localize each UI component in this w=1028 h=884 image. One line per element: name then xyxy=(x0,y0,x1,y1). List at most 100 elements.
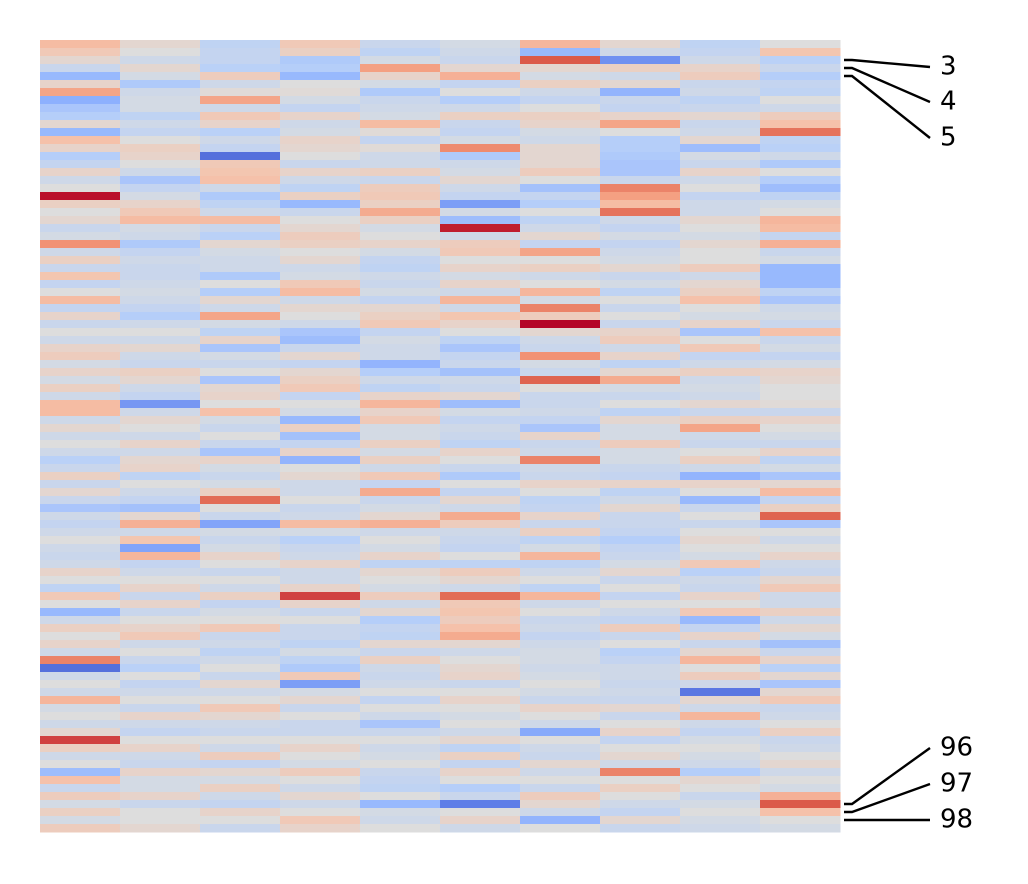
heatmap-cell xyxy=(440,808,521,817)
heatmap-cell xyxy=(520,584,601,593)
heatmap-cell xyxy=(280,168,361,177)
heatmap-cell xyxy=(600,376,681,385)
heatmap-cell xyxy=(200,408,281,417)
heatmap-cell xyxy=(520,376,601,385)
heatmap-cell xyxy=(200,352,281,361)
heatmap-cell xyxy=(600,744,681,753)
heatmap-cell xyxy=(200,720,281,729)
heatmap-cell xyxy=(360,760,441,769)
heatmap-cell xyxy=(440,72,521,81)
heatmap-cell xyxy=(600,256,681,265)
heatmap-cell xyxy=(120,696,201,705)
heatmap-cell xyxy=(40,312,121,321)
heatmap-cell xyxy=(280,640,361,649)
heatmap-cell xyxy=(680,128,761,137)
heatmap-cell xyxy=(440,480,521,489)
heatmap-cell xyxy=(600,312,681,321)
heatmap-cell xyxy=(280,800,361,809)
heatmap-cell xyxy=(520,304,601,313)
heatmap-cell xyxy=(680,504,761,513)
heatmap-cell xyxy=(760,400,841,409)
heatmap-cell xyxy=(40,728,121,737)
heatmap-cell xyxy=(120,144,201,153)
heatmap-cell xyxy=(600,384,681,393)
heatmap-cell xyxy=(440,176,521,185)
heatmap-cell xyxy=(600,680,681,689)
heatmap-cell xyxy=(520,816,601,825)
heatmap-cell xyxy=(440,584,521,593)
heatmap-cell xyxy=(440,544,521,553)
heatmap-cell xyxy=(760,456,841,465)
heatmap-cell xyxy=(600,40,681,49)
heatmap-cell xyxy=(360,328,441,337)
heatmap-cell xyxy=(680,56,761,65)
heatmap-cell xyxy=(760,552,841,561)
heatmap-cell xyxy=(680,224,761,233)
heatmap-cell xyxy=(520,480,601,489)
heatmap-cell xyxy=(280,664,361,673)
heatmap-cell xyxy=(600,752,681,761)
heatmap-cell xyxy=(600,512,681,521)
heatmap-cell xyxy=(360,696,441,705)
heatmap-cell xyxy=(120,624,201,633)
heatmap-cell xyxy=(120,560,201,569)
label-leader-line xyxy=(844,747,931,806)
heatmap-cell xyxy=(200,136,281,145)
heatmap-cell xyxy=(600,224,681,233)
heatmap-cell xyxy=(600,304,681,313)
heatmap-cell xyxy=(280,432,361,441)
heatmap-cell xyxy=(200,216,281,225)
heatmap-cell xyxy=(120,632,201,641)
heatmap-cell xyxy=(760,448,841,457)
heatmap-cell xyxy=(280,528,361,537)
heatmap-cell xyxy=(200,144,281,153)
heatmap-cell xyxy=(600,776,681,785)
heatmap-cell xyxy=(520,224,601,233)
heatmap-cell xyxy=(760,56,841,65)
heatmap-cell xyxy=(760,616,841,625)
heatmap-cell xyxy=(200,600,281,609)
heatmap-cell xyxy=(360,184,441,193)
heatmap-cell xyxy=(760,272,841,281)
heatmap-cell xyxy=(440,656,521,665)
heatmap-cell xyxy=(360,160,441,169)
heatmap-cell xyxy=(200,320,281,329)
heatmap-cell xyxy=(200,280,281,289)
heatmap-cell xyxy=(40,384,121,393)
heatmap-cell xyxy=(120,344,201,353)
heatmap-cell xyxy=(600,736,681,745)
heatmap-cell xyxy=(520,720,601,729)
heatmap-cell xyxy=(760,144,841,153)
heatmap-cell xyxy=(680,520,761,529)
heatmap-cell xyxy=(760,352,841,361)
heatmap-cell xyxy=(680,448,761,457)
heatmap-cell xyxy=(440,800,521,809)
heatmap-cell xyxy=(440,136,521,145)
heatmap-cell xyxy=(280,136,361,145)
heatmap-cell xyxy=(280,624,361,633)
heatmap-cell xyxy=(200,248,281,257)
heatmap-cell xyxy=(600,184,681,193)
heatmap-cell xyxy=(520,392,601,401)
heatmap-cell xyxy=(200,360,281,369)
heatmap-cell xyxy=(760,488,841,497)
heatmap-cell xyxy=(760,104,841,113)
heatmap-cell xyxy=(680,264,761,273)
heatmap-cell xyxy=(680,464,761,473)
heatmap-cell xyxy=(680,584,761,593)
heatmap-cell xyxy=(360,376,441,385)
heatmap-cell xyxy=(360,448,441,457)
heatmap-cell xyxy=(600,496,681,505)
heatmap-cell xyxy=(600,728,681,737)
heatmap-cell xyxy=(760,392,841,401)
heatmap-cell xyxy=(200,696,281,705)
heatmap-cell xyxy=(440,216,521,225)
heatmap-cell xyxy=(680,104,761,113)
heatmap-cell xyxy=(520,744,601,753)
heatmap-cell xyxy=(360,176,441,185)
heatmap-cell xyxy=(200,704,281,713)
heatmap-cell xyxy=(40,56,121,65)
heatmap-cell xyxy=(520,616,601,625)
heatmap-cell xyxy=(680,528,761,537)
heatmap-cell xyxy=(600,552,681,561)
